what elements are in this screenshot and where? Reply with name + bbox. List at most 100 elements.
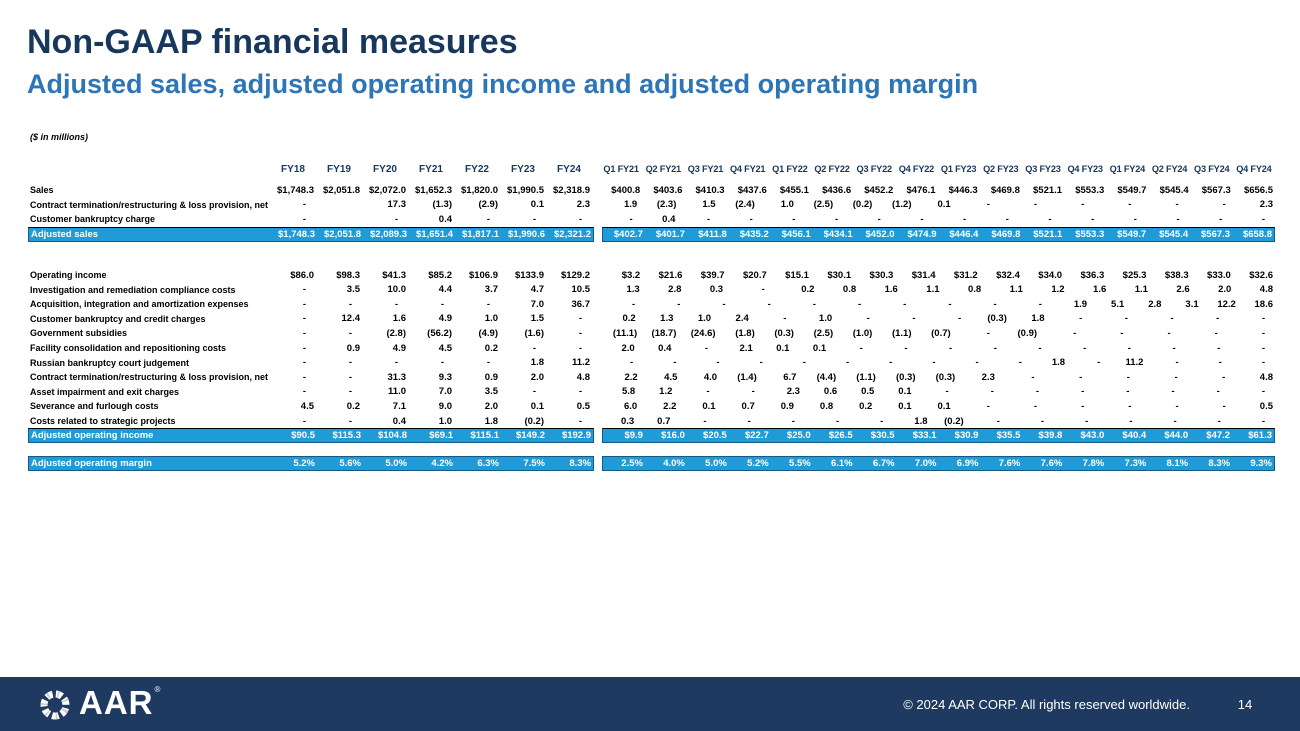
cell: 1.5 — [702, 199, 716, 211]
column-header: FY21 — [419, 163, 443, 175]
cell: - — [673, 357, 677, 369]
cell: 2.0 — [484, 400, 498, 412]
cell: 8.1% — [1166, 458, 1189, 470]
cell: 0.4 — [438, 213, 452, 225]
cell: - — [1081, 199, 1085, 211]
cell: 0.1 — [937, 400, 951, 412]
cell: - — [302, 284, 306, 296]
cell: 0.1 — [530, 400, 544, 412]
cell: $47.2 — [1206, 430, 1231, 442]
column-header: Q1 FY23 — [940, 164, 977, 174]
column-group-gap — [592, 326, 600, 341]
column-group-gap — [594, 227, 602, 242]
cell: - — [761, 284, 765, 296]
cell: $115.1 — [470, 430, 499, 442]
cell: - — [302, 342, 306, 354]
cell: (56.2) — [427, 327, 452, 339]
row-label: Customer bankruptcy and credit charges — [30, 313, 206, 324]
cell: - — [1261, 327, 1265, 339]
cell: - — [1038, 298, 1042, 310]
cell: (0.3) — [987, 313, 1007, 325]
cell: 1.0 — [484, 313, 498, 325]
cell: - — [1128, 199, 1132, 211]
cell: 1.1 — [926, 284, 940, 296]
cell: - — [986, 327, 990, 339]
cell: - — [1133, 213, 1137, 225]
cell: - — [532, 386, 536, 398]
cell: 5.1 — [1111, 298, 1125, 310]
row-label: Adjusted operating margin — [31, 458, 152, 470]
column-group-gap — [592, 268, 600, 283]
cell: - — [1073, 327, 1077, 339]
cell: (11.1) — [612, 327, 638, 339]
cell: 4.0 — [703, 371, 718, 383]
cell: - — [1127, 342, 1131, 354]
cell: - — [1033, 400, 1038, 412]
cell: - — [845, 357, 850, 369]
cell: - — [802, 357, 806, 369]
cell: 8.3% — [1208, 458, 1231, 470]
cell: $20.5 — [703, 430, 727, 442]
cell: 4.8 — [1259, 284, 1273, 296]
column-group-gap — [592, 341, 600, 356]
cell: $1,990.6 — [508, 228, 545, 240]
cell: - — [704, 342, 709, 354]
cell: $69.1 — [429, 430, 453, 442]
cell: 0.5 — [576, 400, 590, 412]
cell: $521.1 — [1033, 184, 1063, 196]
cell: - — [932, 357, 936, 369]
cell: 4.4 — [438, 284, 452, 296]
cell: $34.0 — [1038, 269, 1063, 281]
column-header: FY22 — [465, 163, 489, 175]
cell: $31.4 — [911, 269, 936, 281]
cell: - — [880, 415, 884, 427]
column-header: FY20 — [373, 163, 397, 175]
column-group-gap — [592, 355, 600, 370]
cell: 1.9 — [1073, 298, 1088, 310]
row-label: Costs related to strategic projects — [30, 416, 176, 427]
cell: - — [394, 213, 398, 225]
cell: - — [866, 313, 870, 325]
cell: - — [759, 357, 763, 369]
cell: - — [486, 298, 490, 310]
row-label: Adjusted operating income — [31, 430, 154, 442]
cell: - — [749, 213, 753, 225]
cell: - — [1172, 342, 1176, 354]
cell: 0.8 — [967, 284, 982, 296]
cell: $36.3 — [1080, 269, 1105, 281]
cell: - — [630, 357, 634, 369]
cell: 1.0 — [697, 313, 712, 325]
cell: 0.9 — [346, 342, 360, 354]
cell: - — [348, 298, 352, 310]
cell: $2,089.3 — [370, 228, 407, 240]
column-header: FY24 — [557, 163, 581, 175]
cell: - — [1040, 415, 1045, 427]
table-total-row: Adjusted operating income $90.5 $115.3 $104… — [28, 428, 1275, 444]
cell: - — [302, 213, 306, 225]
cell: $410.3 — [695, 184, 725, 196]
cell: 2.8 — [668, 284, 682, 296]
cell: 3.7 — [484, 284, 498, 296]
cell: 36.7 — [571, 298, 591, 310]
cell: - — [963, 213, 967, 225]
cell: - — [302, 415, 306, 427]
cell: 1.3 — [626, 284, 640, 296]
cell: 7.1 — [392, 400, 406, 412]
cell: $545.4 — [1159, 228, 1189, 240]
page-title: Non-GAAP financial measures — [27, 23, 518, 61]
cell: $1,820.0 — [461, 184, 498, 196]
cell: 9.0 — [438, 400, 452, 412]
cell: - — [1261, 357, 1265, 369]
cell: 10.0 — [387, 284, 407, 296]
cell: $553.3 — [1075, 228, 1105, 240]
table-row: Government subsidies - - (2.8) (56.2) (4.9) (1… — [28, 326, 1275, 341]
cell: (1.4) — [737, 371, 757, 383]
cell: - — [1217, 415, 1221, 427]
cell: - — [975, 357, 979, 369]
cell: $25.3 — [1122, 269, 1147, 281]
cell: (18.7) — [651, 327, 677, 339]
cell: $22.7 — [744, 430, 769, 442]
cell: $16.0 — [661, 430, 685, 442]
cell: 2.3 — [981, 371, 995, 383]
cell: - — [1081, 400, 1085, 412]
